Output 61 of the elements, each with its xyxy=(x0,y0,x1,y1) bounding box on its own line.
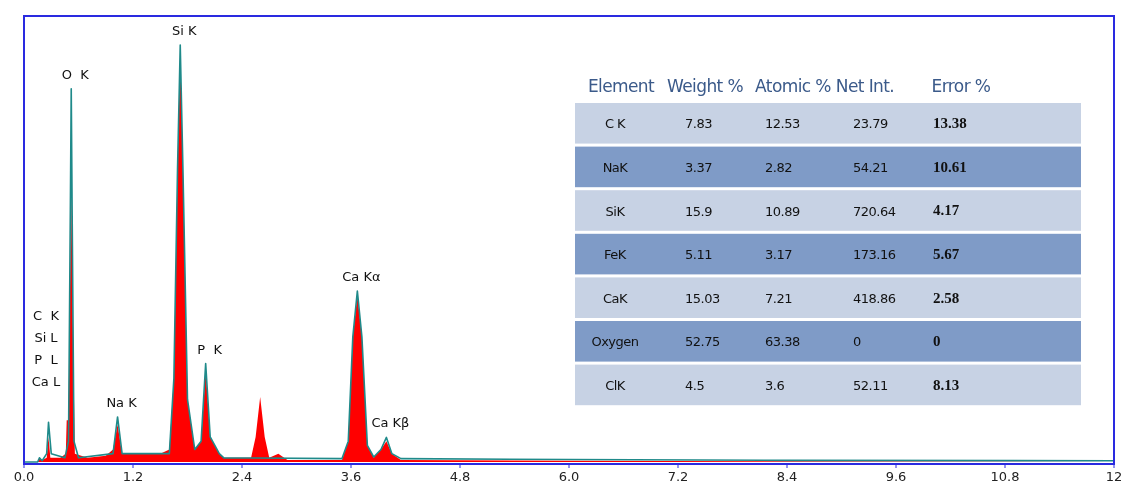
category-label: Atomic % xyxy=(755,76,832,96)
annotation: O K xyxy=(61,66,90,82)
category-label: Net Int. xyxy=(835,76,895,96)
x-tick-label: 6.0 xyxy=(558,469,580,484)
annotation: 3.17 xyxy=(765,247,793,263)
annotation: 10.89 xyxy=(765,203,800,219)
annotation: P L xyxy=(34,352,59,367)
annotation: 15.03 xyxy=(685,290,720,306)
annotation: Si L xyxy=(34,330,59,345)
annotation: Ca Kα xyxy=(342,269,381,285)
annotation: 12.53 xyxy=(765,116,800,132)
annotation: 3.37 xyxy=(685,159,713,175)
annotation: 10.61 xyxy=(933,158,967,175)
annotation: 54.21 xyxy=(853,159,888,175)
annotation: Ca Kβ xyxy=(371,415,410,431)
annotation: 8.13 xyxy=(933,376,960,393)
annotation: 5.67 xyxy=(933,246,960,263)
annotation: 4.5 xyxy=(685,377,705,393)
annotation: 418.86 xyxy=(853,290,896,306)
annotation: 173.16 xyxy=(853,247,896,263)
x-tick-label: 1.2 xyxy=(122,469,144,484)
annotation: 3.6 xyxy=(765,377,785,393)
annotation: 2.58 xyxy=(933,289,960,306)
annotation: CaK xyxy=(602,290,628,306)
category-label: Weight % xyxy=(667,76,744,96)
annotation: SiK xyxy=(605,203,626,219)
annotation: 4.17 xyxy=(933,202,960,219)
annotation: 52.11 xyxy=(853,377,888,393)
annotation: Na K xyxy=(106,394,138,410)
x-tick-label: 7.2 xyxy=(667,469,689,484)
annotation: 23.79 xyxy=(853,116,888,132)
annotation: 52.75 xyxy=(685,334,720,350)
annotation: Si K xyxy=(171,23,197,39)
category-label: Error % xyxy=(931,76,991,96)
x-tick-label: 0.0 xyxy=(13,469,35,484)
annotation: NaK xyxy=(602,159,629,175)
annotation: 7.83 xyxy=(685,116,713,132)
x-tick-label: 12 xyxy=(1105,469,1123,484)
annotation: 63.38 xyxy=(765,334,800,350)
x-tick-label: 2.4 xyxy=(231,469,253,484)
annotation: Ca L xyxy=(31,374,61,389)
annotation: ClK xyxy=(605,377,626,393)
annotation: 2.82 xyxy=(765,159,792,175)
annotation: Oxygen xyxy=(591,334,639,350)
annotation: 0 xyxy=(853,334,861,350)
annotation: 5.11 xyxy=(685,247,713,263)
annotation: 13.38 xyxy=(933,115,967,132)
annotation: 0 xyxy=(933,333,941,350)
annotation: C K xyxy=(33,308,60,323)
x-tick-label: 10.8 xyxy=(990,469,1020,484)
annotation: 720.64 xyxy=(853,203,896,219)
annotation: C K xyxy=(604,116,627,132)
x-tick-label: 3.6 xyxy=(340,469,362,484)
x-tick-label: 9.6 xyxy=(885,469,907,484)
category-label: Element xyxy=(587,76,656,96)
annotation: P K xyxy=(197,341,223,357)
annotation: 15.9 xyxy=(685,203,713,219)
annotation: FeK xyxy=(604,247,627,263)
annotation: 7.21 xyxy=(765,290,793,306)
x-tick-label: 8.4 xyxy=(776,469,798,484)
x-tick-label: 4.8 xyxy=(449,469,471,484)
